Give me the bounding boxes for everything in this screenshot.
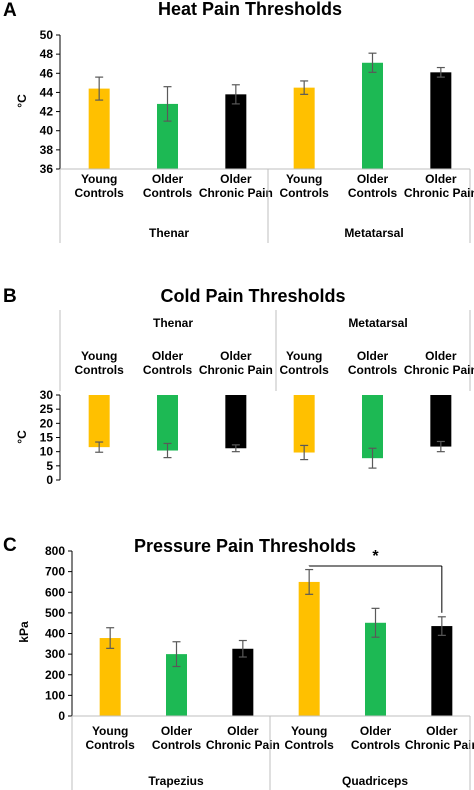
category-label: Older Controls (143, 349, 193, 377)
y-tick-label: 20 (40, 416, 54, 430)
y-tick-label: 46 (40, 66, 54, 80)
y-axis-label: °C (15, 430, 29, 444)
y-tick-label: 10 (40, 445, 54, 459)
category-label: Older Chronic Pain (404, 172, 474, 200)
group-label: Metatarsal (348, 316, 407, 330)
bar (88, 395, 110, 448)
category-label: Older Controls (143, 172, 193, 200)
group-label: Metatarsal (344, 226, 403, 240)
category-label: Young Controls (279, 349, 329, 377)
y-axis-label: kPa (17, 621, 31, 643)
y-tick-label: 200 (45, 668, 65, 682)
panel-letter-c: C (3, 535, 17, 556)
y-tick-label: 30 (40, 388, 54, 402)
bar (225, 395, 247, 449)
category-label: Older Chronic Pain (404, 349, 474, 377)
y-tick-label: 800 (45, 544, 65, 558)
y-tick-label: 500 (45, 606, 65, 620)
bar (431, 626, 453, 716)
bar (232, 648, 254, 716)
category-label: Older Chronic Pain (206, 724, 280, 752)
bar (99, 638, 121, 716)
y-tick-label: 400 (45, 627, 65, 641)
bar (166, 654, 187, 716)
y-tick-label: 36 (40, 162, 54, 176)
category-label: Older Controls (351, 724, 401, 752)
y-tick-label: 100 (45, 688, 65, 702)
y-tick-label: 40 (40, 124, 54, 138)
bar (88, 88, 110, 169)
bar (430, 395, 452, 447)
bar (157, 395, 178, 451)
y-tick-label: 25 (40, 402, 54, 416)
category-label: Older Chronic Pain (405, 724, 474, 752)
significance-star: * (372, 548, 379, 565)
category-label: Young Controls (284, 724, 334, 752)
category-label: Older Controls (348, 172, 398, 200)
chart-title-c: Pressure Pain Thresholds (134, 536, 356, 556)
bar (365, 622, 386, 716)
y-tick-label: 48 (40, 47, 54, 61)
y-tick-label: 50 (40, 28, 54, 42)
bar (293, 395, 315, 453)
category-label: Older Chronic Pain (199, 172, 273, 200)
y-tick-label: 42 (40, 105, 54, 119)
bar (362, 62, 383, 169)
chart-title-a: Heat Pain Thresholds (158, 0, 342, 19)
category-label: Young Controls (85, 724, 135, 752)
group-label: Trapezius (148, 774, 204, 788)
panel-letter-b: B (3, 286, 17, 307)
bar (298, 581, 320, 716)
category-label: Older Controls (152, 724, 202, 752)
y-tick-label: 5 (46, 459, 53, 473)
y-axis-label: °C (15, 94, 29, 108)
y-tick-label: 38 (40, 143, 54, 157)
group-label: Quadriceps (342, 774, 408, 788)
group-label: Thenar (149, 226, 189, 240)
bar (225, 94, 247, 169)
bar (293, 87, 315, 169)
panel-letter-a: A (3, 0, 17, 21)
y-tick-label: 700 (45, 565, 65, 579)
y-tick-label: 0 (46, 473, 53, 487)
y-tick-label: 0 (58, 709, 65, 723)
y-tick-label: 44 (40, 85, 54, 99)
category-label: Young Controls (74, 349, 124, 377)
chart-title-b: Cold Pain Thresholds (160, 286, 345, 306)
group-label: Thenar (153, 316, 193, 330)
category-label: Older Controls (348, 349, 398, 377)
bar (157, 103, 178, 169)
category-label: Older Chronic Pain (199, 349, 273, 377)
category-label: Young Controls (74, 172, 124, 200)
y-tick-label: 300 (45, 647, 65, 661)
bar (430, 72, 452, 169)
category-label: Young Controls (279, 172, 329, 200)
y-tick-label: 15 (40, 431, 54, 445)
y-tick-label: 600 (45, 585, 65, 599)
bar (362, 395, 383, 459)
